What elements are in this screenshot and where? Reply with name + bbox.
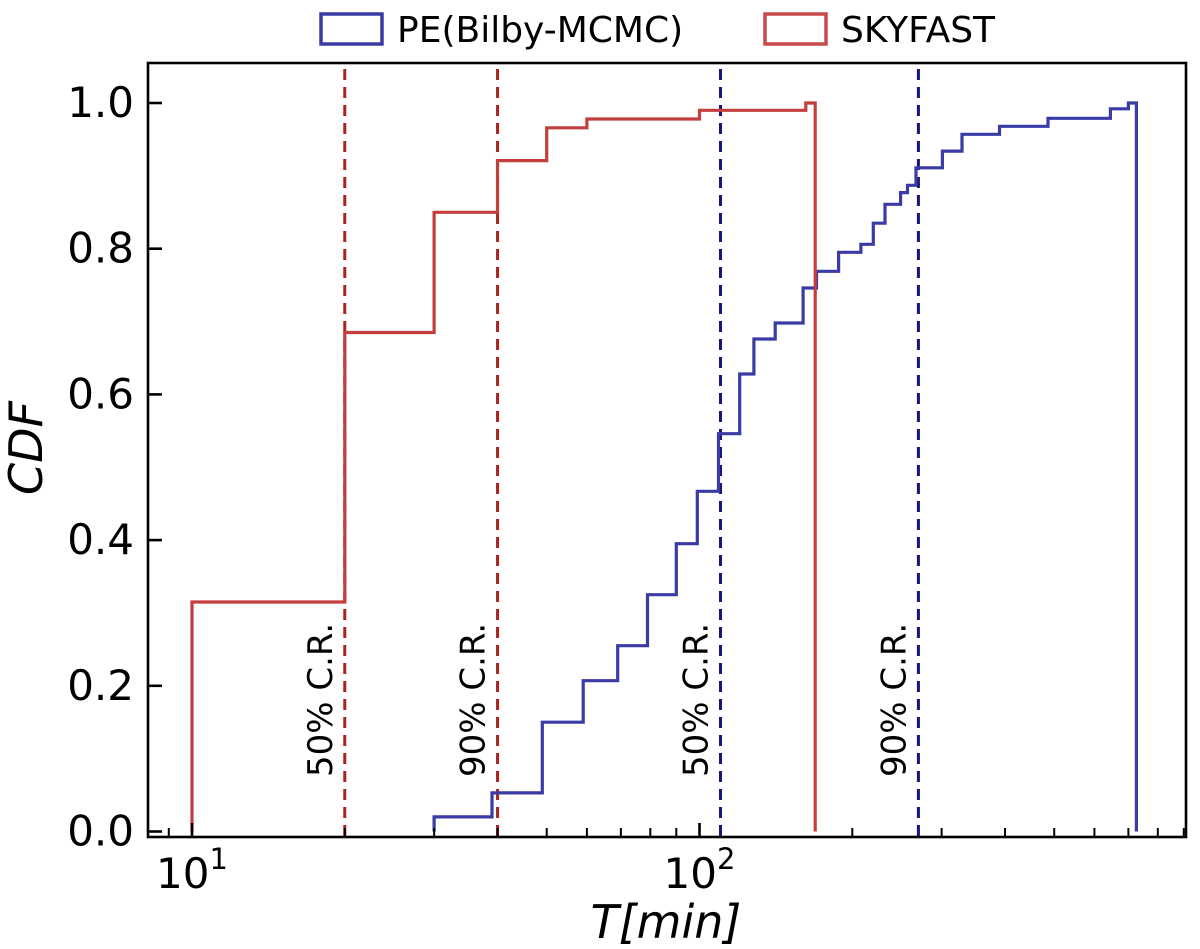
legend: PE(Bilby-MCMC) SKYFAST [319, 10, 996, 51]
legend-swatch-pe-bilby-mcmc [319, 12, 384, 46]
cdf-curve-0 [432, 101, 1138, 832]
y-tick-label-4: 0.8 [67, 224, 134, 273]
legend-label-pe-bilby-mcmc: PE(Bilby-MCMC) [397, 10, 683, 51]
cr-vline-label-1: 90% C.R. [454, 623, 494, 777]
cdf-curve-1 [190, 101, 817, 832]
x-tick-label-1: 102 [664, 842, 736, 898]
x-tick-label-0: 101 [156, 842, 228, 898]
cr-vline-label-2: 50% C.R. [677, 623, 717, 777]
y-tick-label-1: 0.2 [67, 661, 134, 710]
plot-area: 50% C.R. 90% C.R. 50% C.R. 90% C.R. 101 102 0.… [67, 61, 1188, 898]
axes-frame [146, 61, 1188, 839]
y-tick-label-3: 0.6 [67, 369, 134, 418]
legend-swatch-skyfast [763, 12, 828, 46]
y-tick-label-2: 0.4 [67, 515, 134, 564]
y-tick-label-5: 1.0 [67, 78, 134, 127]
y-axis-label: CDF [0, 400, 53, 495]
legend-label-skyfast: SKYFAST [841, 10, 996, 51]
y-tick-label-0: 0.0 [67, 807, 134, 856]
cr-vline-label-3: 90% C.R. [874, 623, 914, 777]
x-axis-label: T[min] [591, 895, 742, 949]
cr-vline-label-0: 50% C.R. [301, 623, 341, 777]
